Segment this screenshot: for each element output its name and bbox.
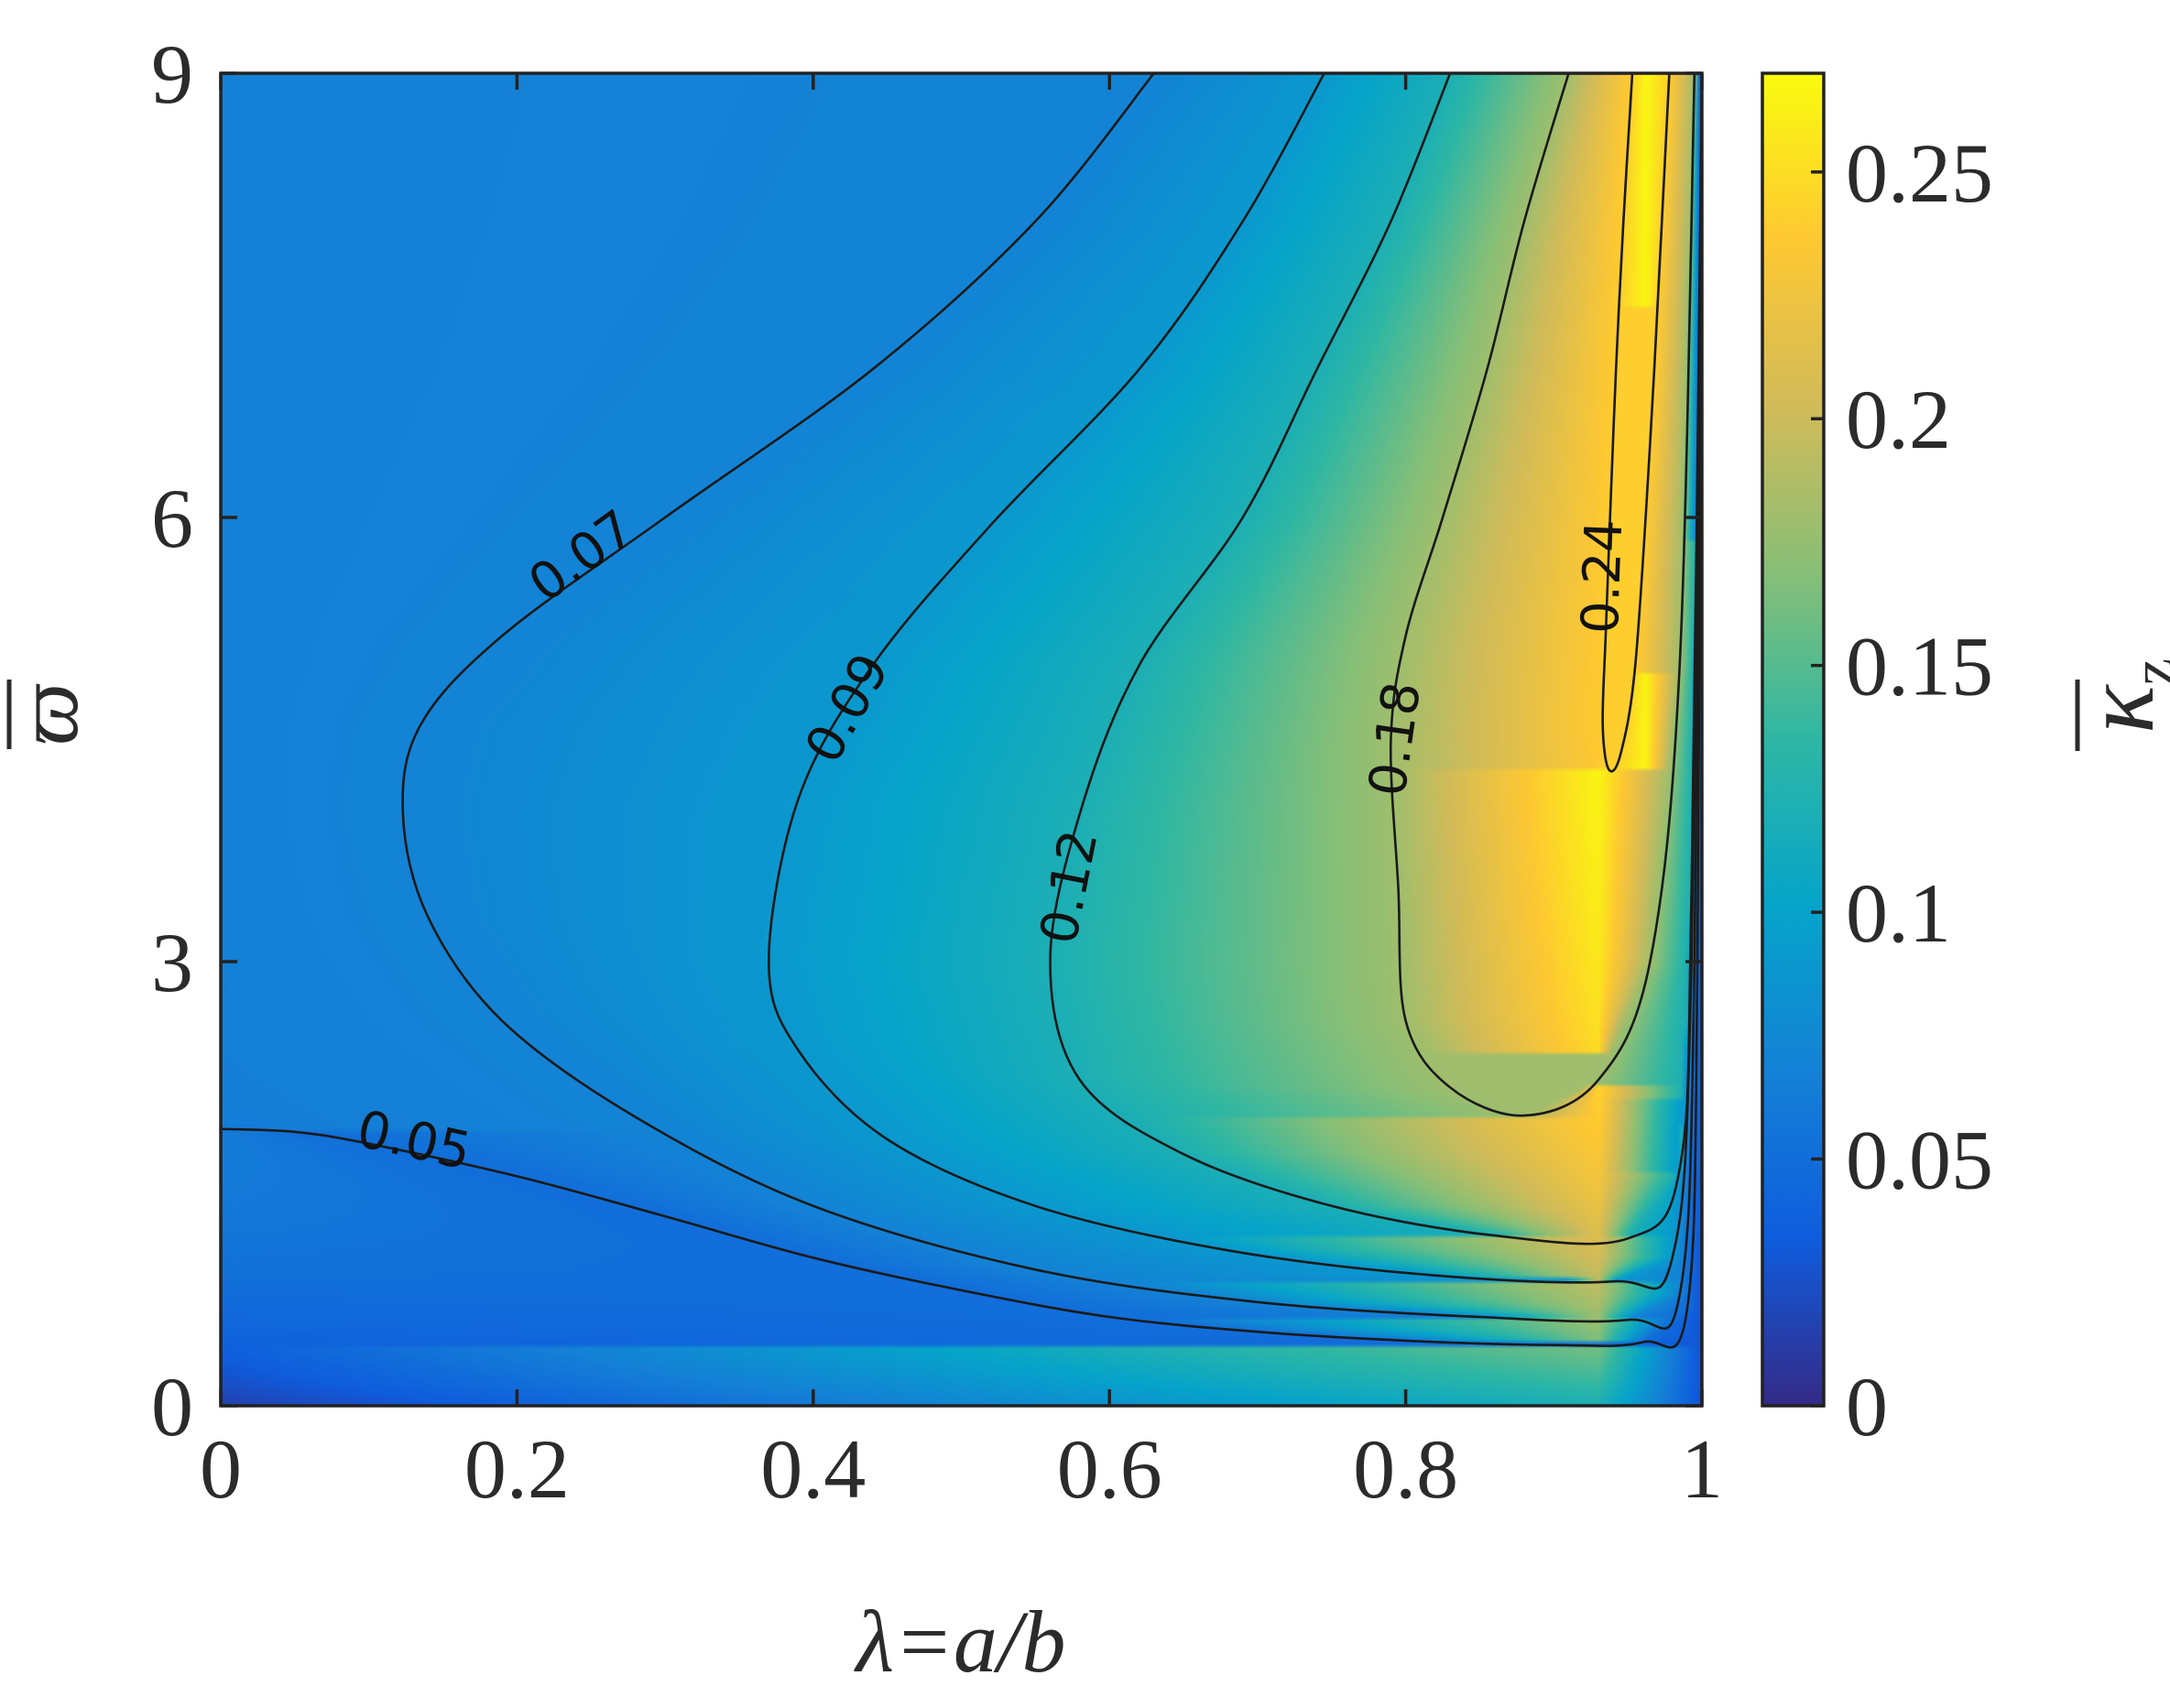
y-tick-label-6: 6 — [151, 472, 193, 565]
colorbar — [1762, 73, 1824, 1406]
colorbar-tick-label-0.05: 0.05 — [1846, 1114, 1993, 1207]
x-tick-label-0: 0 — [200, 1422, 242, 1516]
contour-line-0.07 — [401, 73, 1702, 1331]
x-tick-label-0.6: 0.6 — [1057, 1422, 1162, 1516]
x-tick-label-0.2: 0.2 — [464, 1422, 570, 1516]
plot-frame — [219, 71, 1704, 1408]
colorbar-axis: 0 0.05 0.1 0.15 0.2 0.25 — [1811, 126, 1993, 1453]
contour-line-0.09 — [767, 73, 1702, 1290]
colorbar-tick-label-0.25: 0.25 — [1846, 126, 1993, 220]
heatmap-field — [221, 73, 1702, 1406]
x-axis-label: λ=a/b — [853, 1593, 1065, 1691]
contour-label-0.24: 0.24 — [1571, 518, 1635, 635]
y-tick-label-9: 9 — [151, 27, 193, 121]
y-tick-label-0: 0 — [151, 1360, 193, 1453]
colorbar-tick-label-0.2: 0.2 — [1846, 373, 1951, 466]
contour-lines — [221, 73, 1702, 1349]
colorbar-label: κz — [2063, 658, 2170, 751]
y-tick-label-3: 3 — [151, 916, 193, 1009]
contour-line-0.12 — [1049, 73, 1702, 1246]
contour-line-0.18 — [1389, 73, 1696, 1117]
colorbar-frame — [1761, 71, 1826, 1408]
y-axis-label: ϖ — [0, 680, 96, 749]
x-tick-label-0.8: 0.8 — [1353, 1422, 1458, 1516]
colorbar-label-text: κz — [2063, 658, 2170, 734]
y-axis-label-text: ϖ — [0, 683, 96, 745]
colorbar-label-subscript: z — [2120, 658, 2170, 685]
colorbar-tick-label-0.15: 0.15 — [1846, 620, 1993, 713]
colorbar-tick-label-0: 0 — [1846, 1360, 1888, 1453]
x-tick-label-1: 1 — [1681, 1422, 1723, 1516]
x-tick-label-0.4: 0.4 — [760, 1422, 866, 1516]
y-axis: 0 3 6 9 — [151, 27, 1702, 1453]
colorbar-label-symbol: κ — [2063, 684, 2170, 734]
contour-line-0.24 — [1601, 73, 1671, 773]
x-axis: 0 0.2 0.4 0.6 0.8 1 — [200, 73, 1723, 1516]
contour-line-0.05 — [221, 73, 1702, 1349]
colorbar-tick-label-0.1: 0.1 — [1846, 866, 1951, 960]
